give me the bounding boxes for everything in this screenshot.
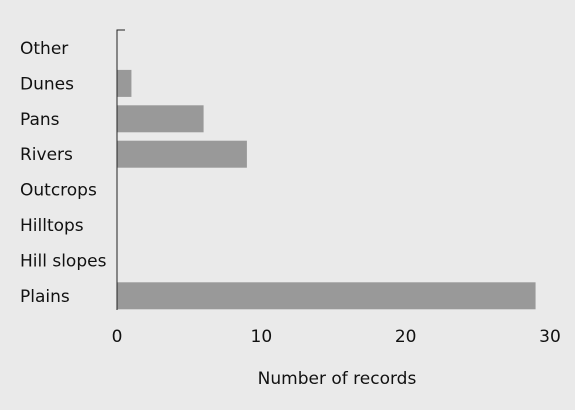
category-label-dunes: Dunes bbox=[20, 74, 74, 94]
bars bbox=[117, 69, 536, 310]
x-tick-label-0: 0 bbox=[112, 327, 123, 347]
category-label-outcrops: Outcrops bbox=[20, 181, 97, 201]
y-axis-line bbox=[116, 29, 125, 310]
axes bbox=[116, 29, 125, 310]
x-tick-label-30: 30 bbox=[539, 327, 561, 347]
category-label-hill-slopes: Hill slopes bbox=[20, 251, 107, 271]
bar-plains bbox=[117, 282, 536, 310]
category-label-hilltops: Hilltops bbox=[20, 216, 84, 236]
bar-rivers bbox=[117, 140, 247, 168]
category-label-pans: Pans bbox=[20, 110, 60, 130]
x-ticks: 0 10 20 30 bbox=[112, 327, 561, 347]
x-tick-label-10: 10 bbox=[251, 327, 273, 347]
bar-dunes bbox=[117, 69, 132, 97]
category-labels: Other Dunes Pans Rivers Outcrops Hilltops Hill… bbox=[20, 39, 107, 307]
category-label-rivers: Rivers bbox=[20, 145, 73, 165]
bar-pans bbox=[117, 105, 204, 133]
category-label-plains: Plains bbox=[20, 287, 70, 307]
x-axis-title: Number of records bbox=[258, 369, 417, 389]
category-label-other: Other bbox=[20, 39, 68, 59]
x-tick-label-20: 20 bbox=[395, 327, 417, 347]
